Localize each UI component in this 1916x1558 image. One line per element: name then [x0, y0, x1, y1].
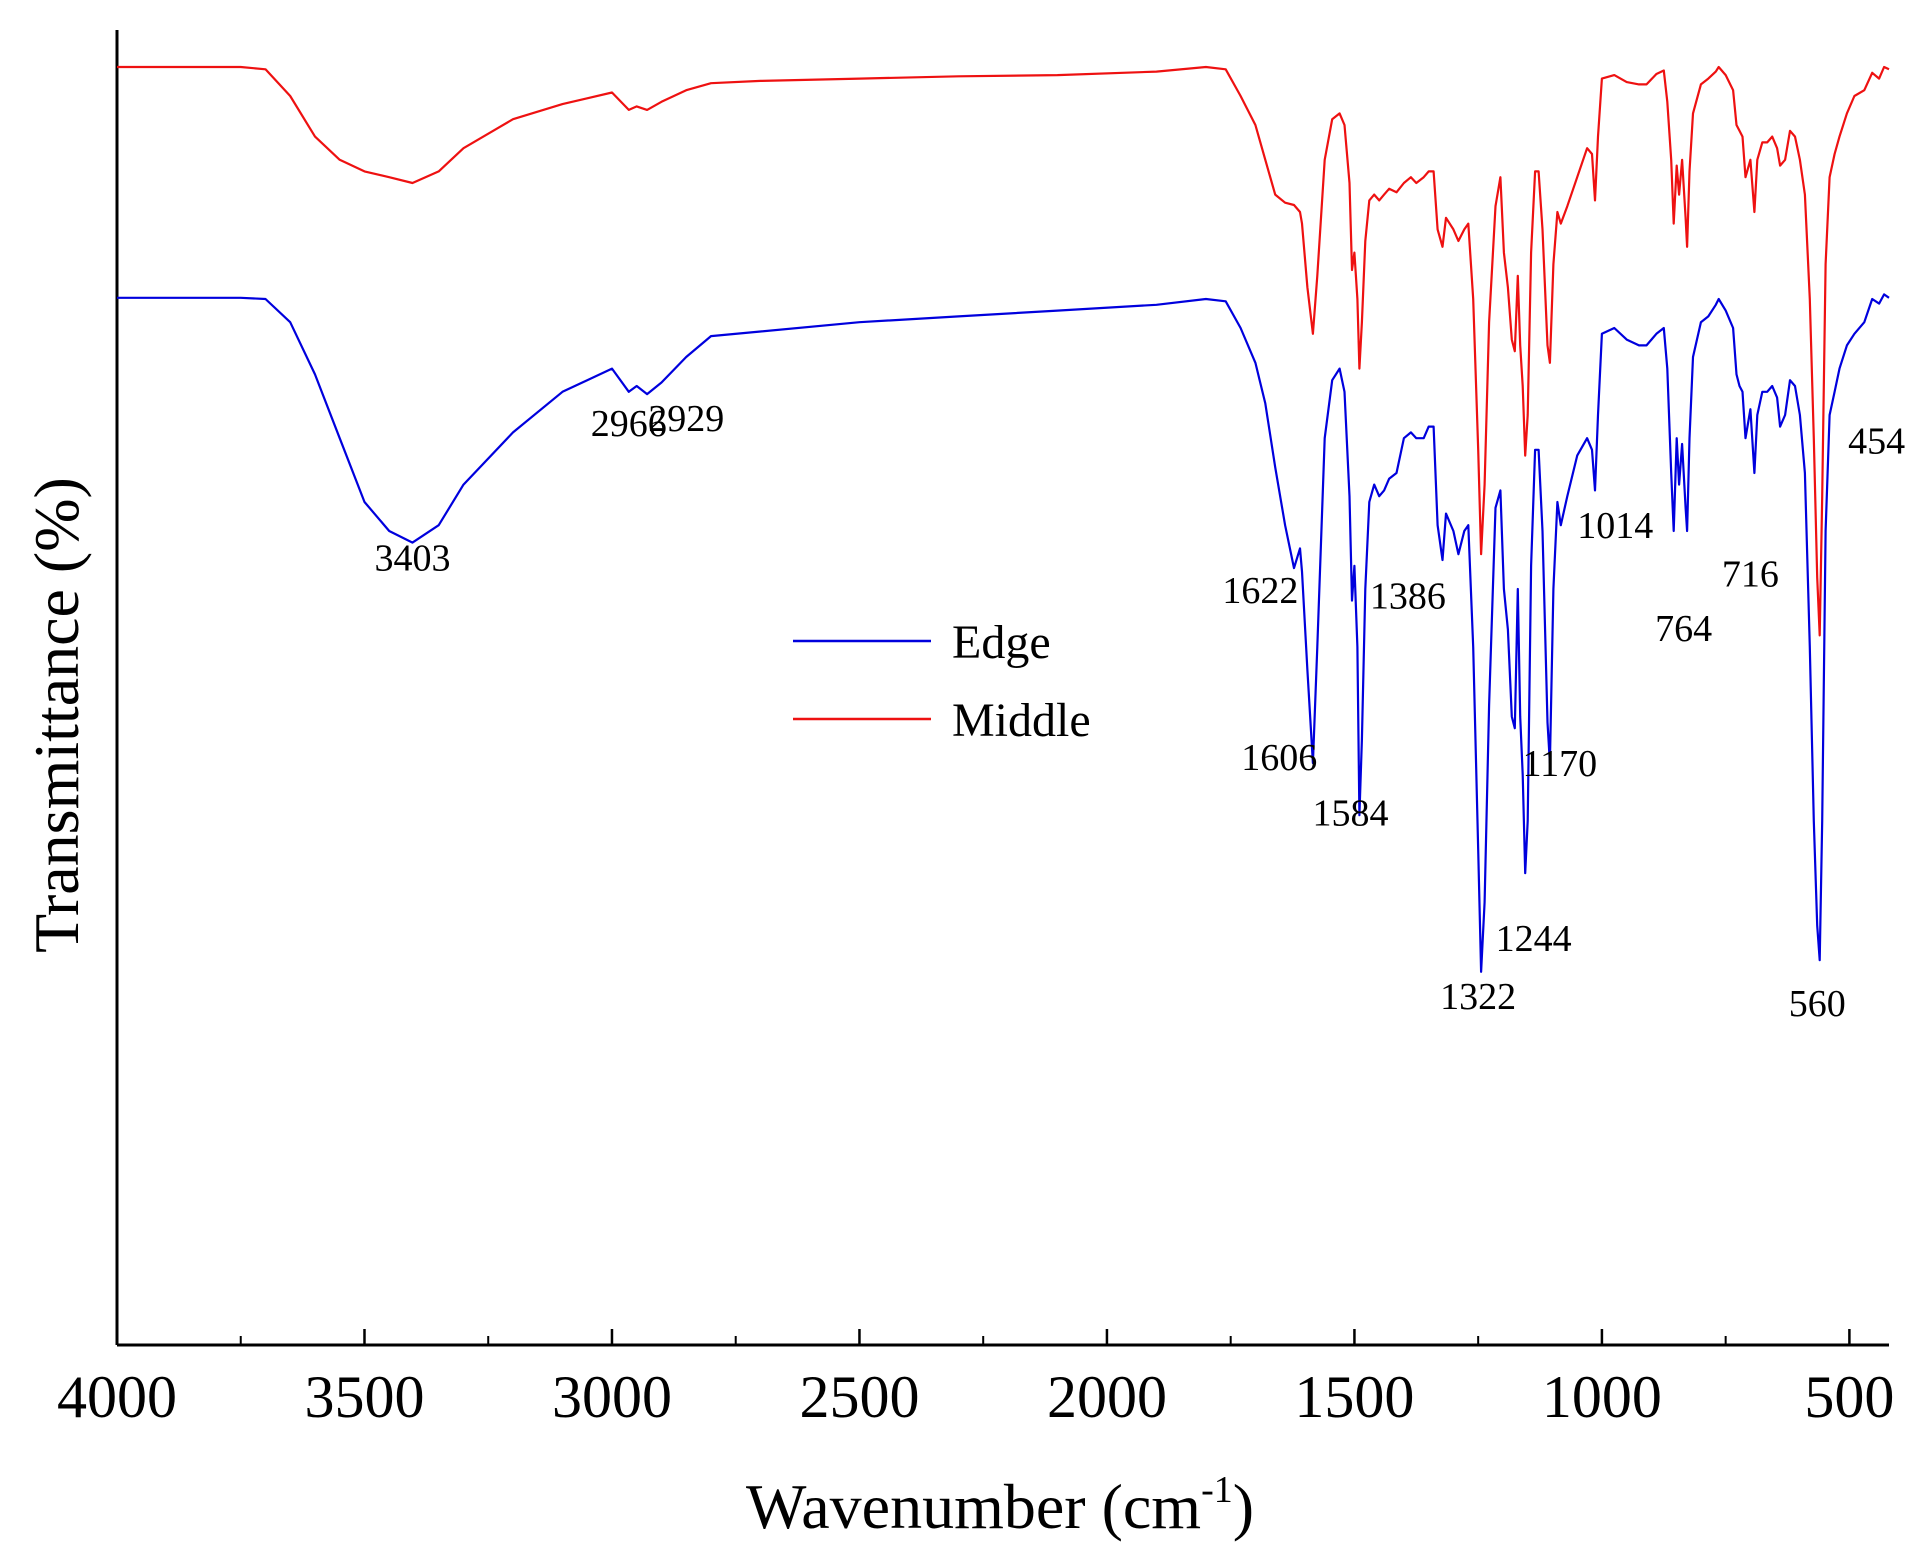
peak-label: 1584 — [1312, 793, 1388, 835]
x-axis-ticks: 4000 3500 3000 2500 2000 1500 1000 500 — [57, 1329, 1894, 1430]
peak-label: 1386 — [1370, 576, 1446, 618]
x-tick-label: 2500 — [799, 1364, 919, 1430]
peak-label: 716 — [1722, 554, 1779, 596]
x-tick-label: 3000 — [552, 1364, 672, 1430]
x-axis-title: Wavenumber (cm-1) — [746, 1469, 1254, 1542]
peak-label: 2929 — [648, 398, 724, 440]
x-tick-label: 4000 — [57, 1364, 177, 1430]
legend-label-edge: Edge — [952, 616, 1051, 669]
peak-label: 1244 — [1496, 918, 1572, 960]
legend: Edge Middle — [793, 616, 1091, 747]
plot-frame — [115, 30, 1889, 1347]
legend-label-middle: Middle — [952, 694, 1091, 747]
x-tick-label: 500 — [1804, 1364, 1894, 1430]
series-layer — [117, 65, 1890, 973]
peak-label: 1322 — [1440, 976, 1516, 1018]
x-axis-title-main: Wavenumber (cm — [746, 1471, 1201, 1542]
peak-label: 1622 — [1222, 570, 1298, 612]
x-axis-title-superscript: -1 — [1201, 1469, 1233, 1511]
series-line-middle — [117, 65, 1890, 637]
peak-label: 454 — [1848, 420, 1905, 462]
peak-label: 764 — [1655, 608, 1712, 650]
y-axis-title: Transmittance (%) — [21, 477, 92, 953]
peak-label: 560 — [1789, 983, 1846, 1025]
x-tick-label: 3500 — [304, 1364, 424, 1430]
x-tick-label: 2000 — [1047, 1364, 1167, 1430]
x-tick-label: 1000 — [1542, 1364, 1662, 1430]
series-line-edge — [117, 293, 1890, 973]
peak-label: 1014 — [1577, 505, 1653, 547]
x-axis-title-close: ) — [1233, 1471, 1254, 1542]
x-tick-label: 1500 — [1294, 1364, 1414, 1430]
peak-label: 3403 — [374, 537, 450, 579]
peak-label: 2966 — [591, 403, 667, 445]
peak-label: 1606 — [1241, 737, 1317, 779]
peak-label: 1170 — [1523, 743, 1598, 785]
